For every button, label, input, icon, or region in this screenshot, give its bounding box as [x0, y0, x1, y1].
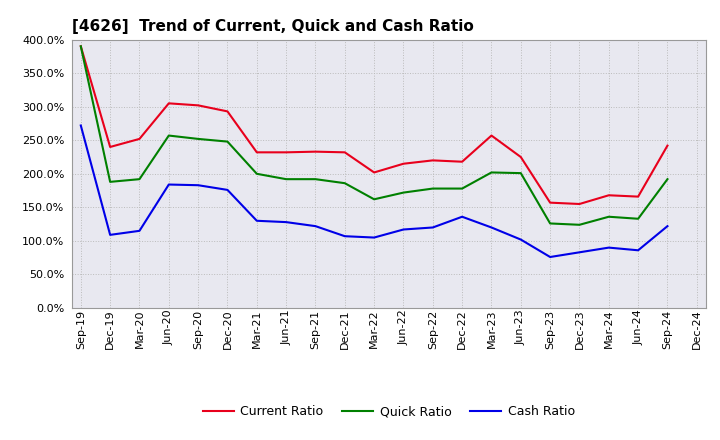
Current Ratio: [428, 158, 437, 163]
Current Ratio: [223, 109, 232, 114]
Quick Ratio: [663, 176, 672, 182]
Cash Ratio: [194, 183, 202, 188]
Quick Ratio: [546, 221, 554, 226]
Current Ratio: [194, 103, 202, 108]
Cash Ratio: [164, 182, 173, 187]
Current Ratio: [575, 202, 584, 207]
Current Ratio: [605, 193, 613, 198]
Cash Ratio: [399, 227, 408, 232]
Quick Ratio: [106, 179, 114, 184]
Current Ratio: [634, 194, 642, 199]
Current Ratio: [282, 150, 290, 155]
Current Ratio: [546, 200, 554, 205]
Line: Current Ratio: Current Ratio: [81, 46, 667, 204]
Quick Ratio: [223, 139, 232, 144]
Cash Ratio: [223, 187, 232, 193]
Cash Ratio: [428, 225, 437, 230]
Cash Ratio: [135, 228, 144, 234]
Current Ratio: [341, 150, 349, 155]
Quick Ratio: [458, 186, 467, 191]
Current Ratio: [663, 143, 672, 148]
Current Ratio: [458, 159, 467, 165]
Current Ratio: [135, 136, 144, 142]
Quick Ratio: [194, 136, 202, 142]
Quick Ratio: [253, 171, 261, 176]
Current Ratio: [399, 161, 408, 166]
Quick Ratio: [76, 44, 85, 49]
Current Ratio: [516, 154, 525, 160]
Cash Ratio: [106, 232, 114, 238]
Cash Ratio: [253, 218, 261, 224]
Quick Ratio: [605, 214, 613, 220]
Quick Ratio: [399, 190, 408, 195]
Quick Ratio: [487, 170, 496, 175]
Current Ratio: [106, 144, 114, 150]
Cash Ratio: [76, 123, 85, 128]
Quick Ratio: [282, 176, 290, 182]
Line: Quick Ratio: Quick Ratio: [81, 46, 667, 225]
Current Ratio: [311, 149, 320, 154]
Cash Ratio: [546, 254, 554, 260]
Cash Ratio: [282, 220, 290, 225]
Quick Ratio: [341, 180, 349, 186]
Current Ratio: [164, 101, 173, 106]
Text: [4626]  Trend of Current, Quick and Cash Ratio: [4626] Trend of Current, Quick and Cash …: [72, 19, 474, 34]
Quick Ratio: [164, 133, 173, 138]
Current Ratio: [487, 133, 496, 138]
Current Ratio: [370, 170, 379, 175]
Cash Ratio: [311, 224, 320, 229]
Quick Ratio: [311, 176, 320, 182]
Cash Ratio: [634, 248, 642, 253]
Quick Ratio: [135, 176, 144, 182]
Line: Cash Ratio: Cash Ratio: [81, 125, 667, 257]
Cash Ratio: [516, 237, 525, 242]
Quick Ratio: [634, 216, 642, 221]
Cash Ratio: [575, 249, 584, 255]
Cash Ratio: [487, 225, 496, 230]
Cash Ratio: [663, 224, 672, 229]
Cash Ratio: [370, 235, 379, 240]
Cash Ratio: [458, 214, 467, 220]
Quick Ratio: [428, 186, 437, 191]
Quick Ratio: [516, 170, 525, 176]
Legend: Current Ratio, Quick Ratio, Cash Ratio: Current Ratio, Quick Ratio, Cash Ratio: [198, 400, 580, 423]
Current Ratio: [253, 150, 261, 155]
Cash Ratio: [605, 245, 613, 250]
Quick Ratio: [575, 222, 584, 227]
Cash Ratio: [341, 234, 349, 239]
Current Ratio: [76, 44, 85, 49]
Quick Ratio: [370, 197, 379, 202]
